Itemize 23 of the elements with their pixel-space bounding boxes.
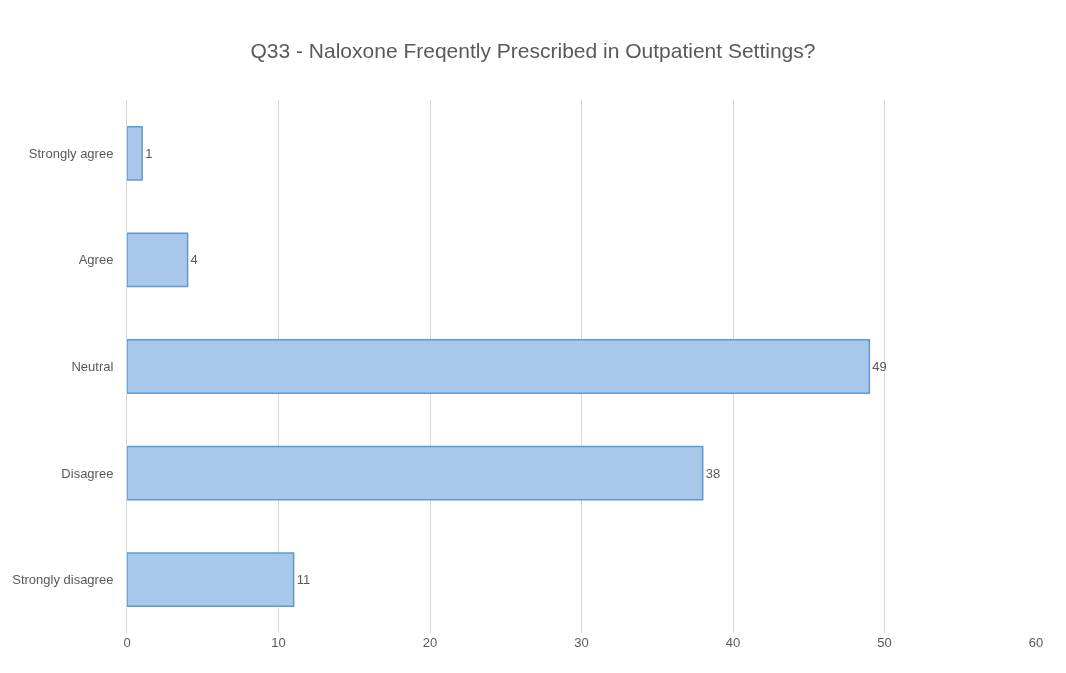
chart-title: Q33 - Naloxone Freqently Prescribed in Outpatient Settings? [250, 39, 816, 63]
x-tick-label: 30 [574, 635, 589, 650]
data-label: 1 [145, 145, 153, 161]
bar [127, 552, 295, 608]
data-label: 11 [296, 572, 311, 588]
bar [127, 445, 704, 501]
y-tick-label: Strongly disagree [12, 572, 114, 588]
data-label: 49 [872, 359, 887, 374]
x-tick-label: 20 [422, 635, 438, 650]
y-tick-label: Agree [78, 252, 114, 268]
x-tick-label: 10 [271, 635, 286, 650]
bar [127, 125, 143, 181]
bar [127, 339, 871, 394]
x-tick-label: 40 [725, 635, 741, 650]
y-tick-label: Disagree [61, 465, 114, 481]
x-tick-label: 60 [1028, 635, 1044, 650]
y-tick-label: Neutral [71, 359, 114, 375]
data-label: 4 [190, 252, 198, 268]
x-tick-label: 0 [123, 635, 131, 650]
bar [127, 232, 189, 288]
data-label: 38 [705, 465, 721, 481]
y-tick-label: Strongly agree [28, 145, 114, 161]
x-tick-label: 50 [877, 635, 892, 650]
